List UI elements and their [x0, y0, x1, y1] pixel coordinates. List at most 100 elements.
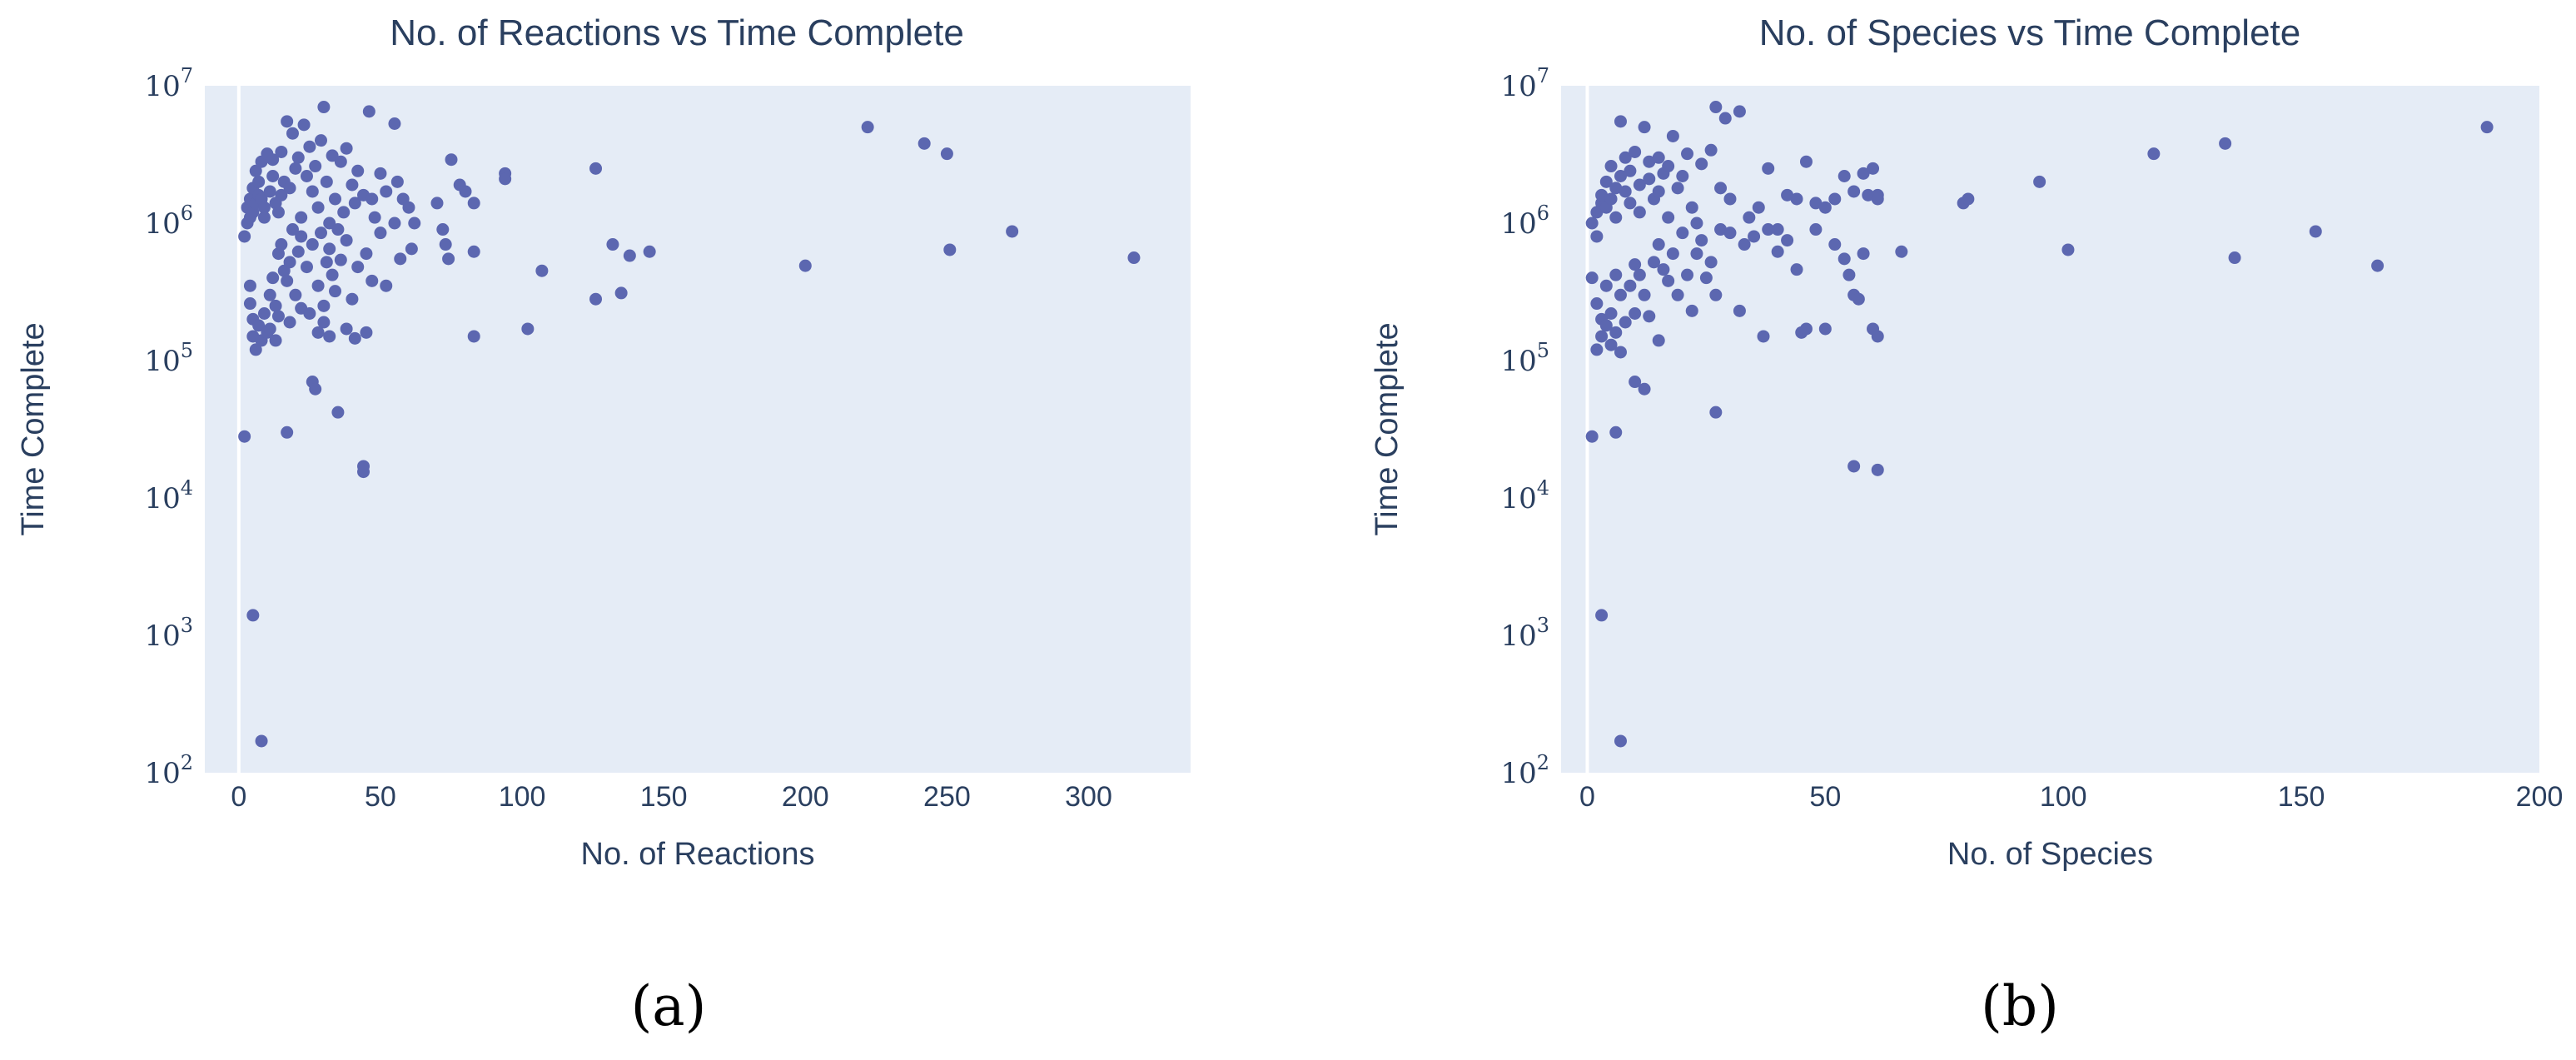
data-point [1695, 157, 1708, 171]
data-point [281, 115, 294, 128]
x-tick-label: 200 [2516, 781, 2564, 813]
y-tick-label: 103 [1500, 614, 1549, 653]
data-point [1799, 155, 1813, 168]
data-point [320, 256, 333, 269]
data-point [1752, 201, 1765, 214]
data-point [1619, 185, 1632, 198]
data-point [286, 127, 299, 140]
data-point [1762, 223, 1775, 236]
y-tick-label: 102 [1500, 751, 1549, 790]
data-point [1771, 245, 1784, 258]
plot-area [1561, 86, 2539, 773]
data-point [380, 185, 393, 198]
data-point [1662, 211, 1675, 224]
data-point [1838, 252, 1851, 266]
data-point [1633, 206, 1646, 219]
data-point [309, 160, 322, 173]
data-point [1818, 201, 1832, 214]
x-tick-label: 200 [782, 781, 829, 813]
data-point [1809, 197, 1823, 210]
data-point [1604, 307, 1618, 321]
data-point [798, 259, 812, 272]
data-point [1895, 245, 1908, 258]
data-point [1842, 268, 1856, 281]
data-point [1595, 330, 1609, 343]
data-point [1671, 288, 1684, 301]
data-point [257, 201, 271, 214]
data-point [357, 465, 370, 479]
y-axis-label: Time Complete [1370, 322, 1405, 535]
data-point [275, 145, 288, 158]
data-point [1652, 334, 1665, 347]
scatter-series [1585, 101, 2494, 748]
data-point [2061, 243, 2075, 256]
data-point [1585, 271, 1599, 285]
data-point [348, 197, 361, 210]
data-point [275, 238, 288, 251]
data-point [306, 238, 319, 251]
data-point [1743, 211, 1756, 224]
data-point [380, 279, 393, 292]
data-point [351, 164, 365, 177]
data-point [317, 101, 331, 114]
data-point [535, 264, 549, 277]
data-point [394, 252, 407, 266]
data-point [1738, 238, 1751, 251]
y-tick-label: 105 [1500, 339, 1549, 378]
data-point [368, 211, 381, 224]
data-point [1685, 201, 1698, 214]
data-point [255, 734, 268, 748]
data-point [2371, 259, 2385, 272]
data-point [439, 238, 452, 251]
data-point [1709, 288, 1723, 301]
data-point [1762, 162, 1775, 175]
data-point [303, 307, 316, 321]
data-point [388, 117, 401, 130]
chart-panel-a: No. of Reactions vs Time Complete No. of … [16, 12, 1191, 872]
data-point [1690, 216, 1703, 230]
data-point [238, 430, 251, 443]
data-point [1781, 188, 1794, 202]
data-point [309, 382, 322, 396]
data-point [1643, 310, 1656, 323]
data-point [1857, 247, 1870, 261]
data-point [405, 242, 418, 256]
data-point [1723, 192, 1737, 206]
data-point [249, 343, 262, 356]
data-point [1604, 192, 1618, 206]
data-point [1643, 172, 1656, 186]
x-tick-label: 150 [2278, 781, 2325, 813]
data-point [243, 297, 256, 311]
data-point [430, 197, 444, 210]
data-point [1127, 251, 1141, 265]
data-point [314, 134, 327, 147]
data-point [348, 331, 361, 345]
data-point [346, 292, 359, 306]
data-point [1799, 322, 1813, 336]
y-tick-label: 106 [1500, 202, 1549, 241]
x-tick-label: 250 [923, 781, 971, 813]
data-point [940, 147, 953, 161]
caption-a: (a) [630, 974, 707, 1038]
data-point [1757, 330, 1770, 343]
data-point [263, 322, 276, 336]
data-point [340, 234, 353, 247]
data-point [311, 201, 325, 214]
y-tick-label: 103 [144, 614, 193, 653]
y-tick-label: 104 [144, 476, 193, 515]
data-point [445, 153, 458, 167]
scatter-series [238, 101, 1141, 748]
data-point [269, 334, 282, 347]
data-point [408, 216, 421, 230]
y-tick-label: 104 [1500, 476, 1549, 515]
data-point [275, 188, 288, 202]
data-point [1619, 151, 1632, 164]
data-point [1609, 268, 1623, 281]
data-point [459, 185, 472, 198]
data-point [1643, 155, 1656, 168]
data-point [300, 170, 313, 183]
x-axis-label: No. of Species [1947, 837, 2153, 872]
data-point [1647, 256, 1660, 269]
data-point [360, 326, 373, 339]
data-point [266, 170, 280, 183]
